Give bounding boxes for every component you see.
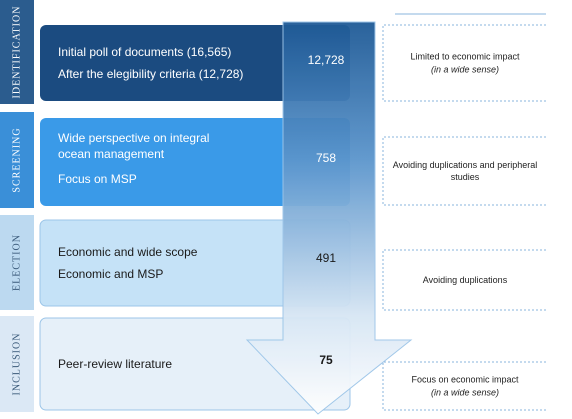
stage-text: Peer-review literature — [58, 357, 172, 371]
stage-label: SCREENING — [11, 127, 22, 192]
stage-count: 75 — [319, 353, 333, 367]
funnel-arrow — [245, 21, 413, 415]
stage-text-line: ocean management — [58, 147, 165, 161]
stage-text: Economic and wide scope — [58, 245, 198, 259]
stage-label: IDENTIFICATION — [11, 6, 22, 99]
stage-text: Focus on MSP — [58, 172, 137, 186]
stage-tab — [0, 0, 34, 104]
stage-text: Economic and MSP — [58, 267, 163, 281]
stage-text: After the elegibility criteria (12,728) — [58, 67, 243, 81]
stage-count: 758 — [316, 151, 336, 165]
note-text: Limited to economic impact — [410, 52, 520, 62]
stage-tab — [0, 316, 34, 412]
stage-count: 491 — [316, 251, 336, 265]
stage-text: Wide perspective on integral ocean manage… — [58, 131, 209, 161]
stage-box — [40, 118, 350, 206]
stage-text: Initial poll of documents (16,565) — [58, 45, 231, 59]
stage-box — [40, 25, 350, 101]
note-text: Avoiding duplications — [423, 275, 508, 285]
note-border — [382, 249, 546, 311]
note-line: studies — [451, 172, 480, 182]
note-text: Avoiding duplications and peripheral stud… — [393, 160, 537, 182]
note-line: Avoiding duplications and peripheral — [393, 160, 537, 170]
stage-count: 12,728 — [308, 53, 345, 67]
note-text: (in a wide sense) — [431, 388, 499, 398]
stage-tab — [0, 112, 34, 208]
note-text: (in a wide sense) — [431, 65, 499, 75]
stage-text-line: Wide perspective on integral — [58, 131, 209, 145]
stage-label: INCLUSION — [11, 333, 22, 396]
stage-label: ELECTION — [11, 234, 22, 291]
note-border — [382, 136, 546, 206]
note-border — [382, 24, 546, 102]
note-border — [382, 361, 546, 411]
stage-tab — [0, 215, 34, 310]
note-text: Focus on economic impact — [411, 375, 519, 385]
